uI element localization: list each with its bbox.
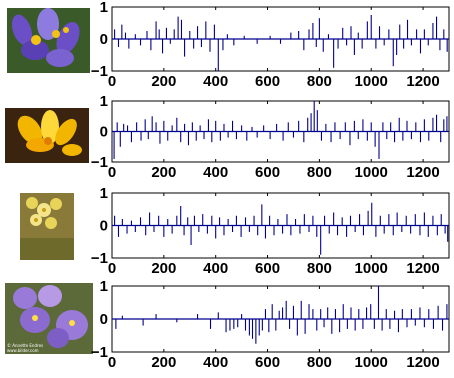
- stem-chart-3: 0 200 400 600 800 1000 1200−101: [91, 185, 450, 277]
- y-tick-label: 1: [100, 0, 108, 16]
- x-tick-label: 1200: [406, 73, 439, 90]
- y-tick-label: 0: [100, 31, 108, 48]
- image-credit-line2: www.bilder.com: [7, 348, 39, 353]
- y-tick-label: 1: [100, 185, 108, 202]
- y-tick-label: 1: [100, 278, 108, 295]
- x-tick-label: 800: [307, 260, 332, 277]
- x-tick-label: 600: [255, 164, 280, 181]
- y-tick-label: −1: [91, 154, 108, 171]
- y-tick-label: −1: [91, 250, 108, 267]
- stem-chart-2: 0 200 400 600 800 1000 1200−101: [91, 93, 450, 181]
- x-tick-label: 400: [203, 164, 228, 181]
- x-tick-label: 200: [151, 260, 176, 277]
- image-credit-line1: © Annette Endres: [7, 343, 43, 348]
- thumbnail-crocus-purple: [7, 8, 90, 73]
- stem-chart-1: 0 200 400 600 800 1000 1200−101: [91, 0, 450, 90]
- x-tick-label: 800: [307, 164, 332, 181]
- x-tick-label: 400: [203, 260, 228, 277]
- x-tick-label: 1200: [406, 164, 439, 181]
- y-tick-label: 0: [100, 218, 108, 235]
- y-tick-label: 0: [100, 124, 108, 141]
- y-tick-label: −1: [91, 344, 108, 361]
- x-tick-label: 600: [255, 260, 280, 277]
- x-tick-label: 1200: [406, 354, 439, 371]
- x-tick-label: 200: [151, 354, 176, 371]
- x-tick-label: 1000: [355, 164, 388, 181]
- y-tick-label: −1: [91, 63, 108, 80]
- x-tick-label: 1000: [355, 354, 388, 371]
- stem-chart-4: 0 200 400 600 800 1000 1200−101: [91, 278, 450, 371]
- x-tick-label: 600: [255, 354, 280, 371]
- x-tick-label: 800: [307, 73, 332, 90]
- x-tick-label: 200: [151, 73, 176, 90]
- x-tick-label: 0: [108, 260, 116, 277]
- x-tick-label: 1000: [355, 260, 388, 277]
- y-tick-label: 1: [100, 93, 108, 110]
- x-tick-label: 1200: [406, 260, 439, 277]
- x-tick-label: 400: [203, 73, 228, 90]
- x-tick-label: 0: [108, 164, 116, 181]
- x-tick-label: 800: [307, 354, 332, 371]
- thumbnail-primula-yellow: [20, 193, 74, 260]
- x-tick-label: 600: [255, 73, 280, 90]
- thumbnail-pansy-purple: © Annette Endres www.bilder.com: [5, 283, 93, 354]
- y-tick-label: 0: [100, 311, 108, 328]
- x-tick-label: 0: [108, 354, 116, 371]
- x-tick-label: 0: [108, 73, 116, 90]
- thumbnail-crocus-yellow: [5, 108, 89, 163]
- x-tick-label: 1000: [355, 73, 388, 90]
- x-tick-label: 400: [203, 354, 228, 371]
- x-tick-label: 200: [151, 164, 176, 181]
